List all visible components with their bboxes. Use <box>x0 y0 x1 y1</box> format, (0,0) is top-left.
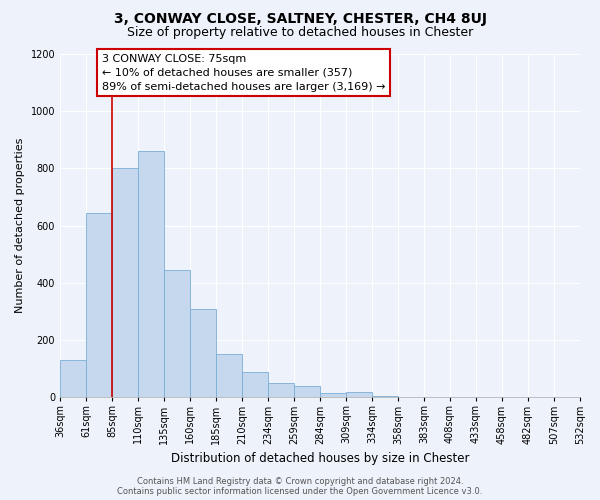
Y-axis label: Number of detached properties: Number of detached properties <box>15 138 25 314</box>
Bar <box>112 168 138 398</box>
Text: 3 CONWAY CLOSE: 75sqm
← 10% of detached houses are smaller (357)
89% of semi-det: 3 CONWAY CLOSE: 75sqm ← 10% of detached … <box>101 54 385 92</box>
Bar <box>242 372 268 398</box>
Bar <box>86 213 112 398</box>
Bar <box>424 397 450 398</box>
Text: Contains HM Land Registry data © Crown copyright and database right 2024.
Contai: Contains HM Land Registry data © Crown c… <box>118 476 482 496</box>
Bar <box>372 396 398 398</box>
X-axis label: Distribution of detached houses by size in Chester: Distribution of detached houses by size … <box>171 452 469 465</box>
Bar <box>138 152 164 398</box>
Bar <box>164 270 190 398</box>
Bar <box>294 386 320 398</box>
Text: Size of property relative to detached houses in Chester: Size of property relative to detached ho… <box>127 26 473 39</box>
Text: 3, CONWAY CLOSE, SALTNEY, CHESTER, CH4 8UJ: 3, CONWAY CLOSE, SALTNEY, CHESTER, CH4 8… <box>113 12 487 26</box>
Bar <box>268 383 294 398</box>
Bar <box>216 354 242 398</box>
Bar <box>398 397 424 398</box>
Bar <box>190 308 216 398</box>
Bar <box>60 360 86 398</box>
Bar <box>346 392 372 398</box>
Bar <box>320 393 346 398</box>
